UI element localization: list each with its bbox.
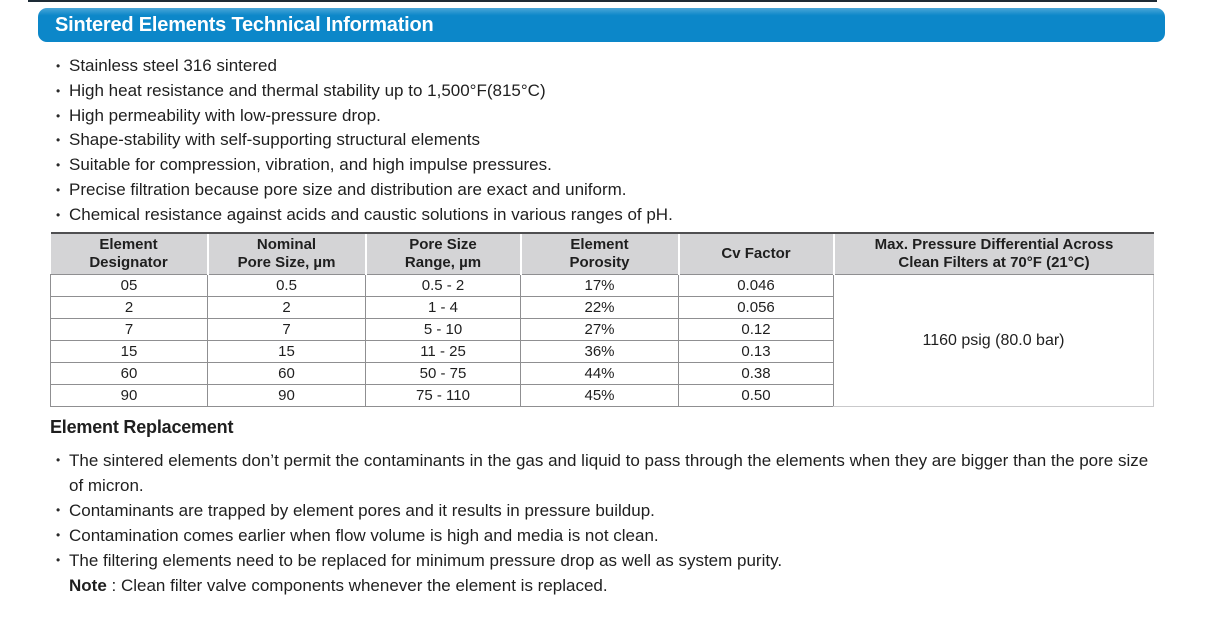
bullet-item: • Contaminants are trapped by element por… [50,498,1162,523]
bullet-icon: • [56,158,61,173]
table-cell: 36% [520,340,679,363]
table-header-row: Element Designator Nominal Pore Size, µm P… [50,232,1154,275]
bullet-text: Chemical resistance against acids and ca… [69,204,673,224]
bullet-icon: • [56,83,61,98]
note-text: : Clean filter valve components whenever… [106,576,608,595]
section-header-bar: Sintered Elements Technical Information [38,8,1165,42]
bullet-text: The filtering elements need to be replac… [69,551,783,570]
table-row: 2 2 1 - 4 22% 0.056 [50,296,1154,319]
bullet-text: Stainless steel 316 sintered [69,56,277,75]
bullet-item: • Chemical resistance against acids and c… [50,203,1160,228]
table-cell: 27% [520,318,679,341]
table-cell: 05 [50,274,208,297]
bullet-text: Contamination comes earlier when flow vo… [69,526,659,545]
bullet-text: The sintered elements don’t permit the c… [69,451,1149,495]
table-cell: 7 [207,318,366,341]
column-header-element-designator: Element Designator [50,232,208,275]
table-cell: 0.5 - 2 [365,274,521,297]
column-header-max-pressure-differential: Max. Pressure Differential Across Clean F… [832,232,1154,275]
column-header-element-porosity: Element Porosity [519,232,679,275]
bullet-icon: • [56,553,61,567]
bullet-text: High heat resistance and thermal stabili… [69,80,546,100]
bullet-text: Contaminants are trapped by element pore… [69,501,655,520]
bullet-icon: • [56,59,61,73]
bullet-text: Precise filtration because pore size and… [69,179,627,199]
bullet-item: • High heat resistance and thermal stabil… [50,79,1160,104]
table-cell: 75 - 110 [365,384,521,407]
bullet-icon: • [56,528,61,542]
specs-table: Element Designator Nominal Pore Size, µm P… [50,232,1154,407]
table-cell: 60 [207,362,366,385]
table-cell: 2 [207,296,366,319]
bullet-icon: • [56,207,61,222]
table-cell: 1 - 4 [365,296,521,319]
table-cell: 17% [520,274,679,297]
bullet-item: • The filtering elements need to be repla… [50,548,1162,573]
table-cell: 5 - 10 [365,318,521,341]
bullet-item: • Suitable for compression, vibration, an… [50,153,1160,178]
bullet-item: • Stainless steel 316 sintered [50,54,1160,79]
table-row: 05 0.5 0.5 - 2 17% 0.046 1160 psig (80.0… [50,274,1154,407]
bullet-item: • High permeability with low-pressure dro… [50,104,1160,129]
table-row: 7 7 5 - 10 27% 0.12 [50,318,1154,341]
note-line: Note : Clean filter valve components whe… [69,573,1162,598]
bullet-item: • Precise filtration because pore size an… [50,178,1160,203]
table-cell: 0.38 [678,362,834,385]
bullet-icon: • [56,108,61,123]
page-title: Sintered Elements Technical Information [55,13,434,36]
section-heading-element-replacement: Element Replacement [50,417,234,437]
table-cell: 44% [520,362,679,385]
top-divider-line [28,0,1157,2]
bullet-item: • Contamination comes earlier when flow v… [50,523,1162,548]
intro-bullet-list: • Stainless steel 316 sintered • High heat… [50,54,1160,228]
table-cell: 7 [50,318,208,341]
bullet-item: • The sintered elements don’t permit the … [50,448,1162,498]
table-cell: 60 [50,362,208,385]
bullet-icon: • [56,133,61,148]
bullet-icon: • [56,453,61,467]
bullet-text: Suitable for compression, vibration, and… [69,155,552,175]
table-cell: 0.046 [678,274,834,297]
table-cell: 0.12 [678,318,834,341]
table-cell: 0.50 [678,384,834,407]
table-cell: 0.5 [207,274,366,297]
table-cell: 22% [520,296,679,319]
table-cell: 0.056 [678,296,834,319]
column-header-cv-factor: Cv Factor [677,232,834,275]
table-cell: 90 [207,384,366,407]
table-cell: 2 [50,296,208,319]
element-replacement-section: Element Replacement • The sintered elemen… [50,417,1162,598]
bullet-icon: • [56,182,61,197]
table-cell: 45% [520,384,679,407]
column-header-pore-size-range: Pore Size Range, µm [364,232,521,275]
bullet-item: • Shape-stability with self-supporting st… [50,128,1160,153]
table-cell: 15 [50,340,208,363]
table-row: 90 90 75 - 110 45% 0.50 [50,384,1154,407]
table-cell: 50 - 75 [365,362,521,385]
table-cell: 15 [207,340,366,363]
bullet-icon: • [56,503,61,517]
table-cell: 0.13 [678,340,834,363]
specs-table-wrapper: Element Designator Nominal Pore Size, µm P… [50,232,1154,407]
bullet-text: Shape-stability with self-supporting str… [69,130,481,150]
table-cell: 90 [50,384,208,407]
table-cell: 11 - 25 [365,340,521,363]
note-label: Note [69,576,107,595]
column-header-nominal-pore-size: Nominal Pore Size, µm [206,232,366,275]
bullet-text: High permeability with low-pressure drop… [69,105,381,125]
max-pressure-value-cell: 1160 psig (80.0 bar) [833,274,1154,407]
